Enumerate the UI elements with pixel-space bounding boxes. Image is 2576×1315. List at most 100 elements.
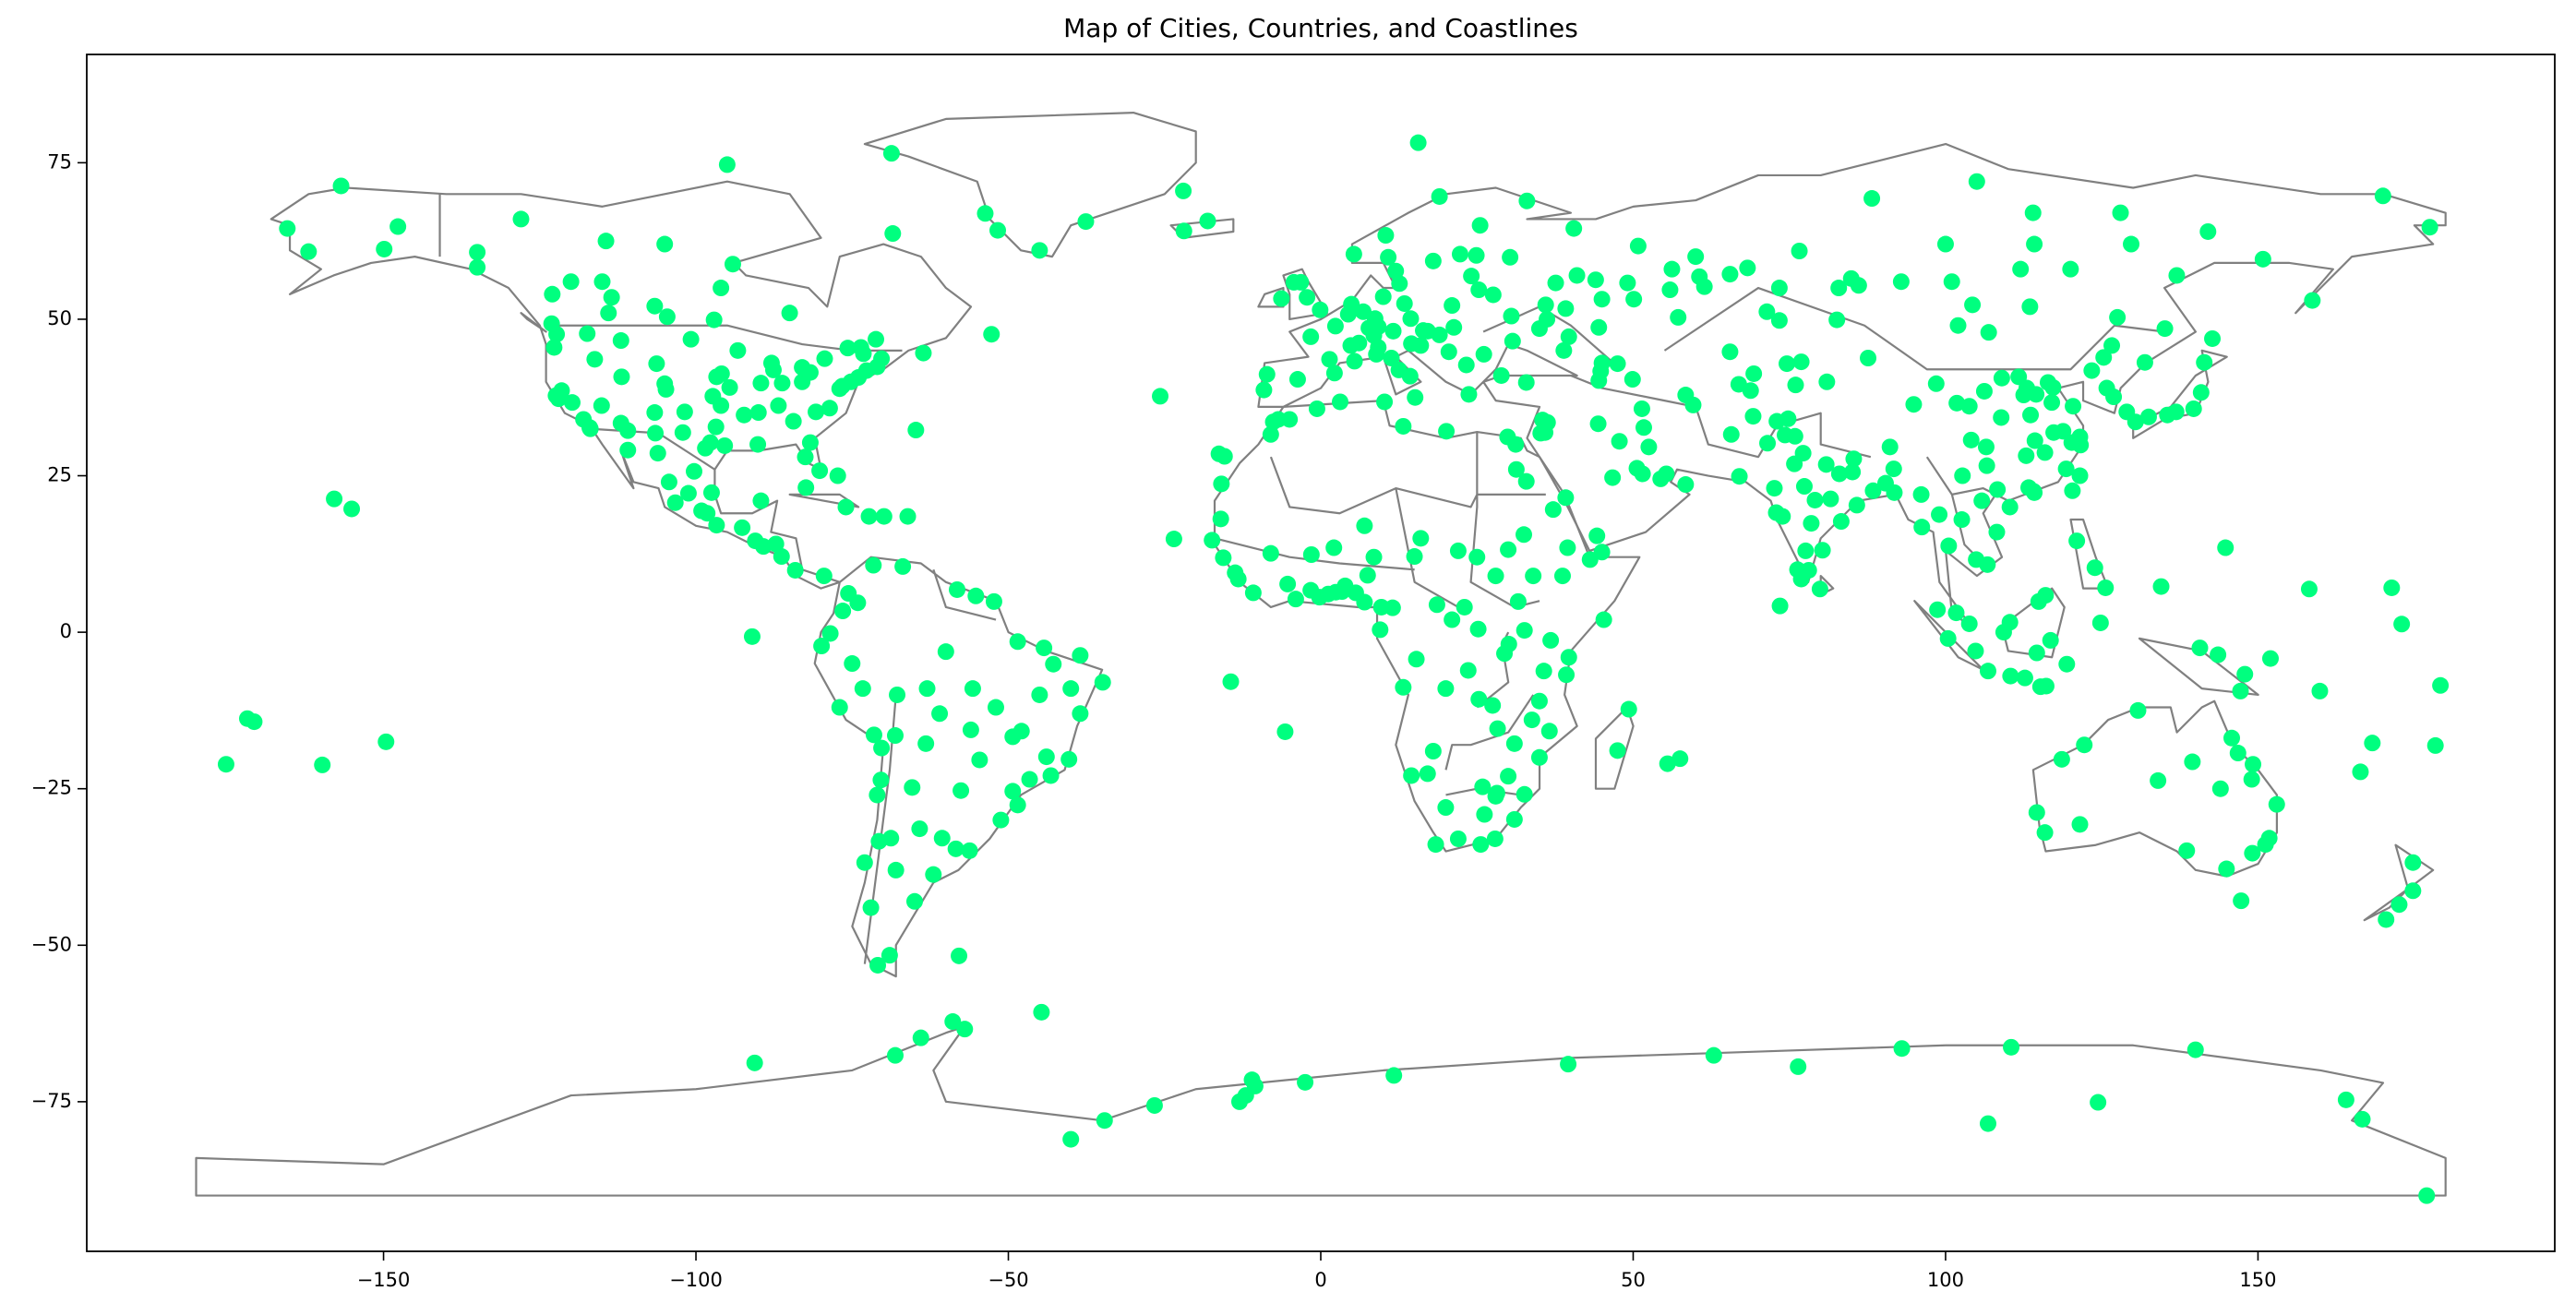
city-point [332,177,350,195]
city-point [1407,389,1424,406]
city-point [852,339,869,356]
city-point [1042,767,1060,784]
city-point [721,378,738,396]
city-point [2393,616,2411,633]
city-point [781,305,798,322]
city-point [1795,478,1813,496]
city-point [2178,842,2196,859]
city-point [1659,755,1676,772]
city-point [1409,134,1427,151]
city-point [612,332,629,350]
city-point [1302,328,1320,345]
city-point [1036,640,1053,657]
city-point [1496,645,1514,663]
city-point [1964,296,1982,314]
city-point [1989,481,2007,498]
city-point [2045,424,2063,441]
city-point [1774,508,1791,525]
city-point [816,350,833,367]
city-point [884,225,902,243]
city-point [2018,447,2035,464]
city-point [1428,596,1445,614]
city-point [1500,541,1517,558]
africa [1215,400,1639,851]
city-point [543,315,560,332]
city-point [1516,526,1533,544]
y-tick-label: 50 [47,307,72,329]
city-point [1475,345,1492,363]
city-point [1499,428,1516,446]
city-point [1973,492,1991,509]
city-point [1326,317,1344,335]
city-point [2065,398,2082,415]
city-point [2211,780,2229,797]
city-point [1488,784,1505,802]
city-point [961,842,978,859]
city-point [1620,700,1637,718]
city-point [931,705,949,723]
city-point [1244,584,1262,602]
city-point [1663,260,1681,278]
city-point [1463,268,1480,285]
city-point [1943,273,1960,291]
city-point [701,434,719,451]
city-point [1731,468,1748,485]
city-point [1912,485,1930,503]
city-point [1811,580,1828,598]
city-point [821,400,838,417]
city-point [992,811,1010,829]
city-point [1939,629,1957,647]
city-point [1721,343,1739,361]
city-point [553,382,570,400]
city-point [1905,396,1923,413]
x-tick-label: 50 [1621,1269,1646,1291]
city-point [1472,836,1490,854]
city-point [377,733,395,750]
city-point [649,445,666,462]
city-point [1779,355,1796,373]
city-point [987,699,1004,716]
city-point [811,462,829,480]
greenland [865,113,1196,257]
city-point [544,285,561,303]
city-point [1440,343,1457,361]
city-point [905,892,923,910]
city-point [1817,456,1835,473]
city-point [801,364,819,381]
y-tick-label: 0 [60,620,72,642]
city-point [2072,436,2090,454]
city-point [1830,465,1848,483]
city-point [1565,220,1583,237]
city-point [1518,192,1536,209]
city-point [2001,614,2019,631]
city-point [839,340,857,357]
city-point [326,490,343,508]
city-point [1431,187,1448,205]
city-point [755,538,773,556]
city-point [1342,337,1360,354]
city-point [1470,690,1488,708]
city-point [1412,530,1430,547]
city-point [1213,475,1230,493]
city-point [1489,720,1506,737]
city-point [829,467,846,484]
city-point [904,779,921,796]
city-point [915,344,932,362]
city-point [967,587,985,604]
city-point [801,434,819,451]
city-point [1227,564,1244,581]
city-point [1539,310,1556,328]
city-point [2268,795,2285,813]
city-point [674,424,691,441]
city-point [1770,312,1788,329]
city-point [716,436,734,454]
city-point [2185,400,2202,417]
city-point [1993,409,2010,426]
city-point [2404,854,2422,871]
city-point [2109,308,2127,326]
city-point [2028,804,2045,821]
city-point [1791,243,1808,260]
city-point [1408,651,1425,668]
city-point [1444,297,1461,315]
city-point [1948,394,1966,412]
